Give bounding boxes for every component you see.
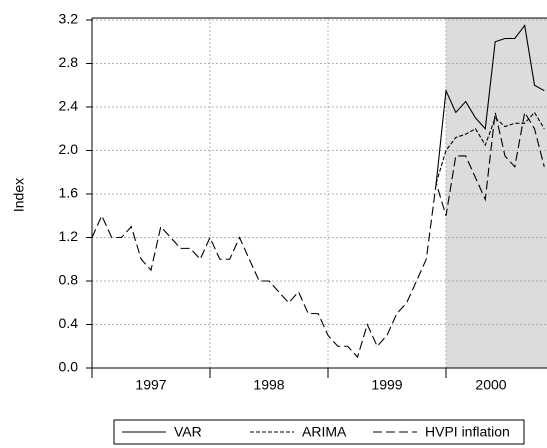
series-line xyxy=(435,111,545,184)
legend-label: ARIMA xyxy=(302,424,347,440)
y-tick-label: 2.4 xyxy=(59,98,79,114)
legend-label: HVPI inflation xyxy=(425,424,510,440)
y-tick-label: 3.2 xyxy=(59,11,79,27)
x-tick-label: 2000 xyxy=(475,377,506,393)
series-line xyxy=(435,24,545,184)
forecast-shade xyxy=(445,18,547,368)
y-tick-label: 1.2 xyxy=(59,228,79,244)
series-line xyxy=(91,110,545,359)
y-tick-label: 2.8 xyxy=(59,54,79,70)
y-tick-label: 0.0 xyxy=(59,359,79,375)
x-tick-label: 1997 xyxy=(135,377,166,393)
x-tick-label: 1999 xyxy=(371,377,402,393)
y-tick-label: 1.6 xyxy=(59,185,79,201)
y-tick-label: 2.0 xyxy=(59,141,79,157)
y-tick-label: 0.4 xyxy=(59,315,79,331)
x-tick-label: 1998 xyxy=(253,377,284,393)
legend-box xyxy=(113,419,525,445)
y-axis-label: Index xyxy=(11,178,27,212)
y-tick-label: 0.8 xyxy=(59,272,79,288)
legend-label: VAR xyxy=(174,424,202,440)
